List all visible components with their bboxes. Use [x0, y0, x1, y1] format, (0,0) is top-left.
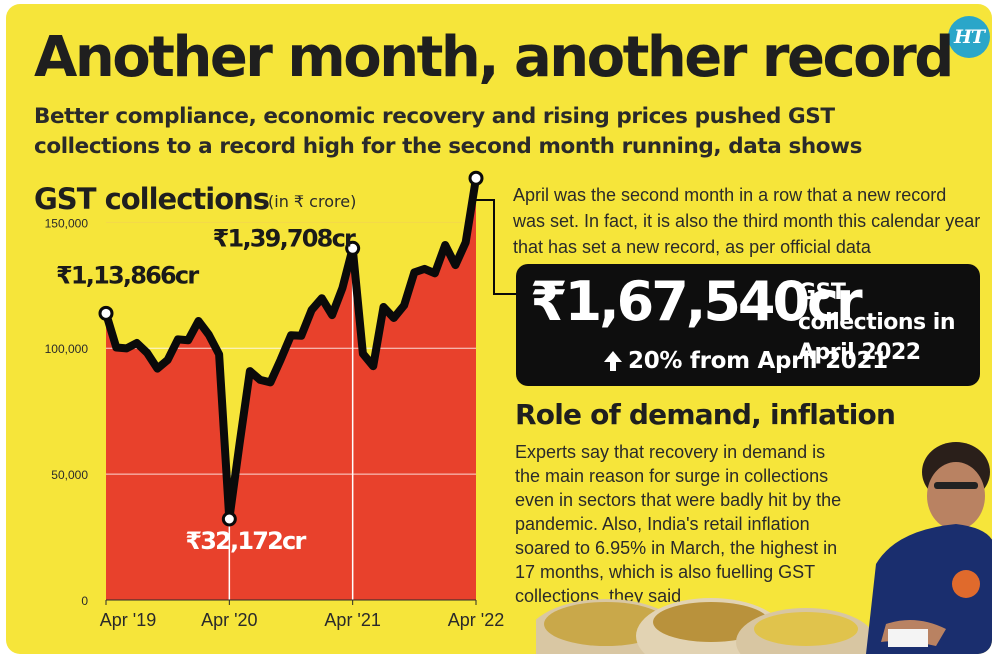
section-body: Experts say that recovery in demand is t…: [515, 442, 842, 606]
annotation-label: ₹1,13,866cr: [56, 261, 199, 289]
x-tick-label: Apr '21: [324, 610, 380, 630]
chart-title: GST collections: [34, 182, 270, 216]
series-line: [102, 174, 480, 523]
y-tick-label: 0: [81, 594, 88, 608]
y-tick-label: 100,000: [45, 342, 89, 356]
highlight-point: [345, 240, 361, 256]
x-tick-label: Apr '19: [100, 610, 156, 630]
highlight-point: [221, 511, 237, 527]
ht-logo: HT: [948, 16, 990, 58]
chart-unit: (in ₹ crore): [268, 192, 357, 211]
y-tick-label: 150,000: [45, 216, 89, 230]
subheadline: Better compliance, economic recovery and…: [34, 104, 862, 159]
highlight-point: [468, 170, 484, 186]
annotation-label: ₹1,39,708cr: [213, 224, 356, 252]
headline: Another month, another record: [34, 25, 954, 90]
section-heading: Role of demand, inflation: [515, 398, 896, 431]
highlight-point: [98, 305, 114, 321]
growth-indicator: 20% from April 2021: [604, 348, 888, 374]
infographic-frame: HT Another month, another record Better …: [6, 4, 992, 654]
up-arrow-icon: [604, 351, 622, 371]
growth-text: 20% from April 2021: [628, 348, 888, 374]
gst-chart: 0 50,000 100,000 150,000 ₹1,13,866cr ₹32,172…: [45, 170, 518, 630]
callout-label: GST collections in April 2022: [798, 280, 956, 365]
area-fill: [106, 178, 476, 600]
callout-value: ₹1,67,540cr: [530, 270, 863, 333]
side-note: April was the second month in a row that…: [513, 185, 981, 257]
x-tick-label: Apr '20: [201, 610, 257, 630]
leader-line: [476, 199, 518, 295]
record-callout: ₹1,67,540cr GST collections in April 202…: [516, 264, 980, 386]
x-tick-label: Apr '22: [448, 610, 504, 630]
annotation-label: ₹32,172cr: [185, 527, 306, 555]
market-photo: [536, 442, 992, 654]
y-tick-label: 50,000: [51, 468, 88, 482]
